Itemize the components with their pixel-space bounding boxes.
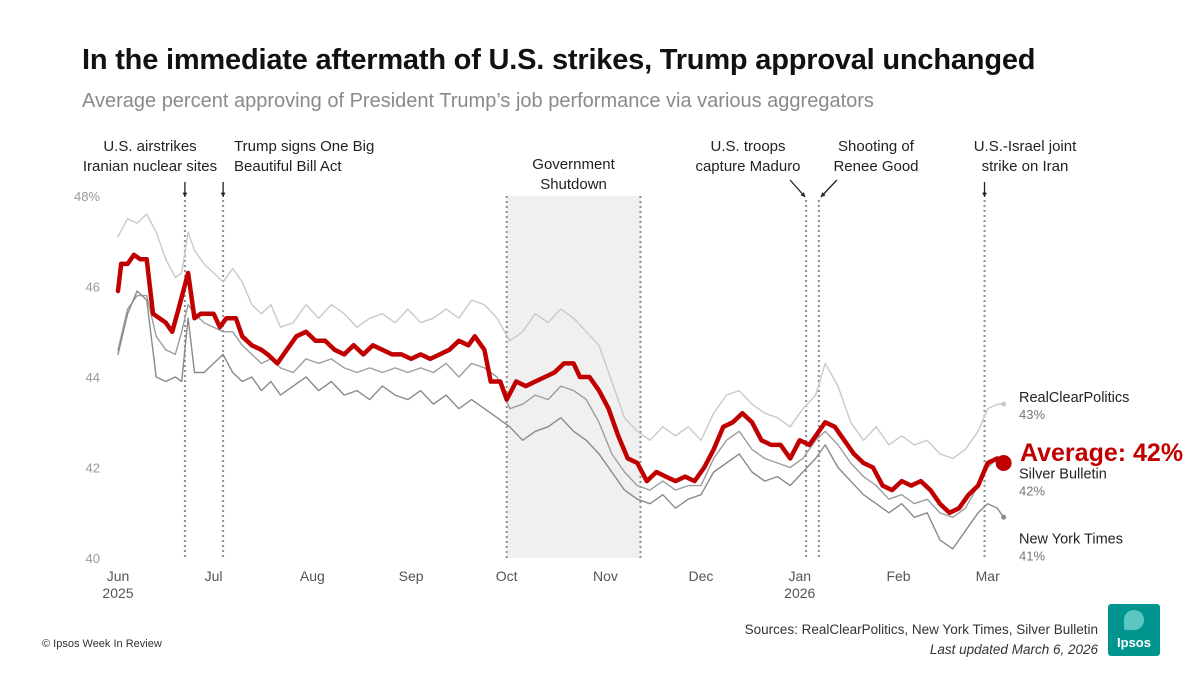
series-line-silver-bulletin: [117, 294, 1005, 518]
ipsos-logo-text: Ipsos: [1117, 635, 1151, 650]
series-line-new-york-times: [117, 290, 1005, 550]
series-end-dot: [1001, 514, 1007, 520]
chart-subtitle: Average percent approving of President T…: [82, 90, 874, 112]
event-label: Trump signs One Big: [234, 138, 374, 155]
x-tick-year-label: 2025: [102, 585, 133, 600]
shaded-periods: Government Shutdown: [505, 156, 642, 558]
event-arrow-head: [820, 192, 826, 197]
event-label: U.S.-Israel joint: [974, 138, 1077, 155]
y-tick-label: 40: [86, 551, 100, 566]
series-end-dot: [1001, 401, 1007, 407]
x-tick-label: Jun: [107, 568, 130, 584]
event-label: Shooting of: [838, 138, 915, 155]
event-label: strike on Iran: [982, 158, 1069, 175]
x-tick-label: Jan: [788, 568, 811, 584]
event-label: Beautiful Bill Act: [234, 158, 342, 175]
event-arrow-head: [800, 192, 806, 197]
event-label: capture Maduro: [695, 158, 800, 175]
shutdown-shade-region: [506, 196, 641, 558]
average-end-label: Average: 42%: [1020, 439, 1183, 467]
event-label: Iranian nuclear sites: [83, 158, 217, 175]
event-arrow-head: [182, 192, 188, 197]
x-tick-year-label: 2026: [784, 585, 815, 600]
average-end-dot: [995, 454, 1012, 471]
y-tick-label: 46: [86, 280, 100, 295]
last-updated-text: Last updated March 6, 2026: [929, 642, 1098, 657]
series-end-name: New York Times: [1019, 531, 1123, 547]
x-tick-label: Oct: [496, 568, 518, 584]
x-tick-label: Sep: [399, 568, 424, 584]
event-arrow-head: [982, 192, 987, 197]
x-tick-label: Feb: [886, 568, 910, 584]
series-line-average: [115, 252, 1006, 516]
series-line-realclearpolitics: [117, 213, 1005, 460]
event-label: Renee Good: [833, 158, 918, 175]
event-arrow-head: [220, 192, 226, 197]
series-end-name: RealClearPolitics: [1019, 390, 1129, 406]
y-tick-label: 48%: [74, 189, 100, 204]
series-end-value: 43%: [1019, 407, 1045, 422]
y-axis: 40 42 44 46 48%: [74, 189, 100, 566]
sources-text: Sources: RealClearPolitics, New York Tim…: [744, 622, 1098, 637]
series-end-name: Silver Bulletin: [1019, 466, 1107, 482]
copyright-text: © Ipsos Week In Review: [42, 638, 162, 650]
series-end-value: 42%: [1019, 483, 1045, 498]
y-tick-label: 42: [86, 461, 100, 476]
x-tick-label: Dec: [689, 568, 714, 584]
shutdown-label: Shutdown: [540, 176, 607, 193]
series-end-value: 41%: [1019, 548, 1045, 563]
event-label: U.S. airstrikes: [103, 138, 196, 155]
y-tick-label: 44: [86, 370, 100, 385]
ipsos-logo: Ipsos: [1108, 604, 1160, 656]
series-lines: [115, 213, 1012, 550]
event-markers: U.S. airstrikes Iranian nuclear sites Trum…: [83, 138, 1077, 558]
x-tick-label: Nov: [593, 568, 618, 584]
ipsos-logo-mark: [1124, 610, 1144, 630]
chart-footer-sources: Sources: RealClearPolitics, New York Tim…: [745, 620, 1098, 660]
x-tick-label: Jul: [205, 568, 223, 584]
event-label: U.S. troops: [710, 138, 785, 155]
shutdown-label: Government: [532, 156, 615, 173]
x-tick-label: Aug: [300, 568, 325, 584]
chart-title: In the immediate aftermath of U.S. strik…: [82, 44, 1036, 76]
x-tick-label: Mar: [976, 568, 1000, 584]
